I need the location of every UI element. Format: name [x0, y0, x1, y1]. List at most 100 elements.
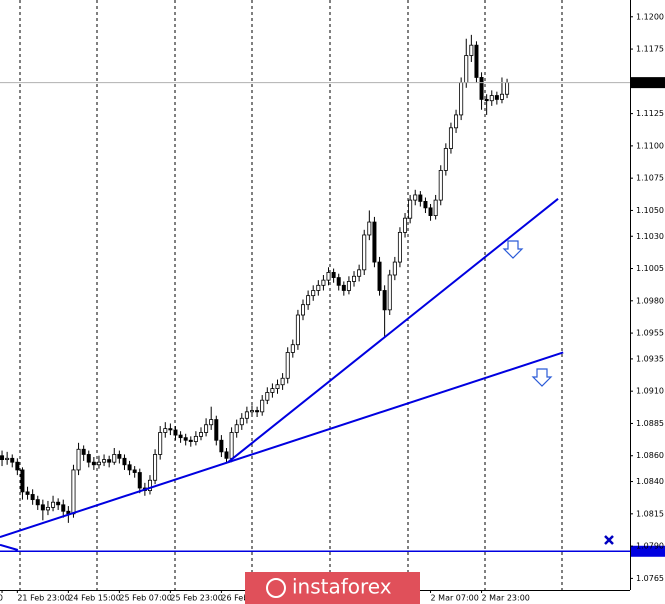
candle-body [15, 461, 20, 471]
day-separators [19, 0, 563, 590]
candle-body [260, 399, 265, 413]
candle-body [265, 392, 270, 401]
candle-body [61, 504, 66, 512]
candle-body [40, 504, 45, 511]
y-tick-label: 1.0935 [636, 354, 664, 363]
candle-body [280, 377, 285, 386]
candle-body [107, 459, 112, 463]
candle-body [163, 428, 168, 433]
candle-body [326, 272, 331, 281]
trend-line [227, 198, 559, 463]
logo-icon [266, 578, 286, 598]
candle-body [91, 461, 96, 466]
y-tick-label: 1.1050 [636, 206, 664, 215]
x-tick-label: 2 Mar 07:00 [431, 594, 479, 603]
candle-body [346, 281, 351, 291]
candle-body [331, 272, 336, 278]
candle-body [408, 199, 413, 219]
candle-body [357, 269, 362, 277]
logo-box [245, 572, 420, 604]
candle-body [362, 234, 367, 271]
candle-body [413, 194, 418, 201]
logo-text: instaforex [292, 575, 392, 599]
candle-body [387, 274, 392, 311]
candle-body [244, 411, 249, 419]
candle-body [377, 261, 382, 291]
candle-body [423, 201, 428, 209]
candle-body [132, 469, 137, 473]
candle-body [0, 455, 5, 461]
y-tick-label: 1.1030 [636, 232, 664, 241]
x-tick-label: :00 [0, 594, 3, 603]
y-tick-label: 1.1150 [636, 77, 664, 86]
candle-body [56, 501, 61, 506]
y-tick-label: 1.0790 [636, 542, 664, 551]
candle-body [306, 295, 311, 306]
candle-body [153, 454, 158, 481]
y-tick-label: 1.0815 [636, 509, 664, 518]
y-tick-label: 1.1005 [636, 264, 664, 273]
candle-body [102, 459, 107, 463]
candle-body [45, 506, 50, 511]
candle-body [352, 275, 357, 282]
y-tick-label: 1.1200 [636, 12, 664, 21]
candle-body [301, 304, 306, 316]
candle-body [392, 261, 397, 276]
candle-body [81, 448, 86, 455]
candle-body [198, 432, 203, 437]
candle-body [484, 99, 489, 102]
candle-body [137, 472, 142, 489]
candle-body [285, 352, 290, 379]
candle-body [505, 82, 510, 95]
candle-body [464, 55, 469, 84]
candle-body [51, 501, 56, 508]
trend-line [0, 351, 564, 539]
candle-body [173, 429, 178, 436]
candle-body [428, 207, 433, 217]
candle-body [239, 417, 244, 426]
candle-body [341, 284, 346, 291]
candle-body [76, 448, 81, 471]
candle-body [209, 419, 214, 426]
candle-body [479, 77, 484, 100]
candle-body [25, 491, 30, 495]
candle-body [122, 457, 127, 466]
y-tick-label: 1.0840 [636, 477, 664, 486]
price-label-box [631, 77, 665, 89]
candle-body [234, 424, 239, 433]
candle-body [35, 499, 40, 506]
candle-body [188, 439, 193, 442]
candle-body [459, 82, 464, 116]
candle-body [30, 494, 35, 501]
candle-body [229, 432, 234, 459]
candle-body [474, 44, 479, 78]
candle-body [275, 384, 280, 389]
y-axis-ticks: 1.1200 1.1175 1.1150 1.1125 1.1100 1.1075 1.10… [630, 12, 664, 583]
candle-body [112, 454, 117, 463]
candle-body [433, 199, 438, 217]
candle-body [71, 469, 76, 515]
candle-body [183, 437, 188, 441]
candle-body [499, 93, 504, 100]
candle-body [316, 284, 321, 291]
candle-body [382, 290, 387, 311]
x-tick-label: 2 Mar 23:00 [482, 594, 530, 603]
candle-body [397, 231, 402, 263]
candle-body [494, 95, 499, 100]
candle-body [214, 419, 219, 441]
candle-body [86, 454, 91, 463]
candle-body [403, 217, 408, 233]
candle-body [10, 457, 15, 463]
y-tick-label: 1.0980 [636, 296, 664, 305]
candle-body [168, 428, 173, 431]
candle-body [20, 469, 25, 493]
candle-body [336, 277, 341, 286]
price-label-box [631, 545, 665, 557]
candle-body [443, 148, 448, 171]
candle-body [367, 221, 372, 236]
candle-body [438, 170, 443, 201]
candle-body [321, 279, 326, 286]
watermark: instaforex [245, 572, 420, 604]
candle-body [147, 479, 152, 491]
x-tick-label: 24 Feb 15:00 [68, 594, 120, 603]
